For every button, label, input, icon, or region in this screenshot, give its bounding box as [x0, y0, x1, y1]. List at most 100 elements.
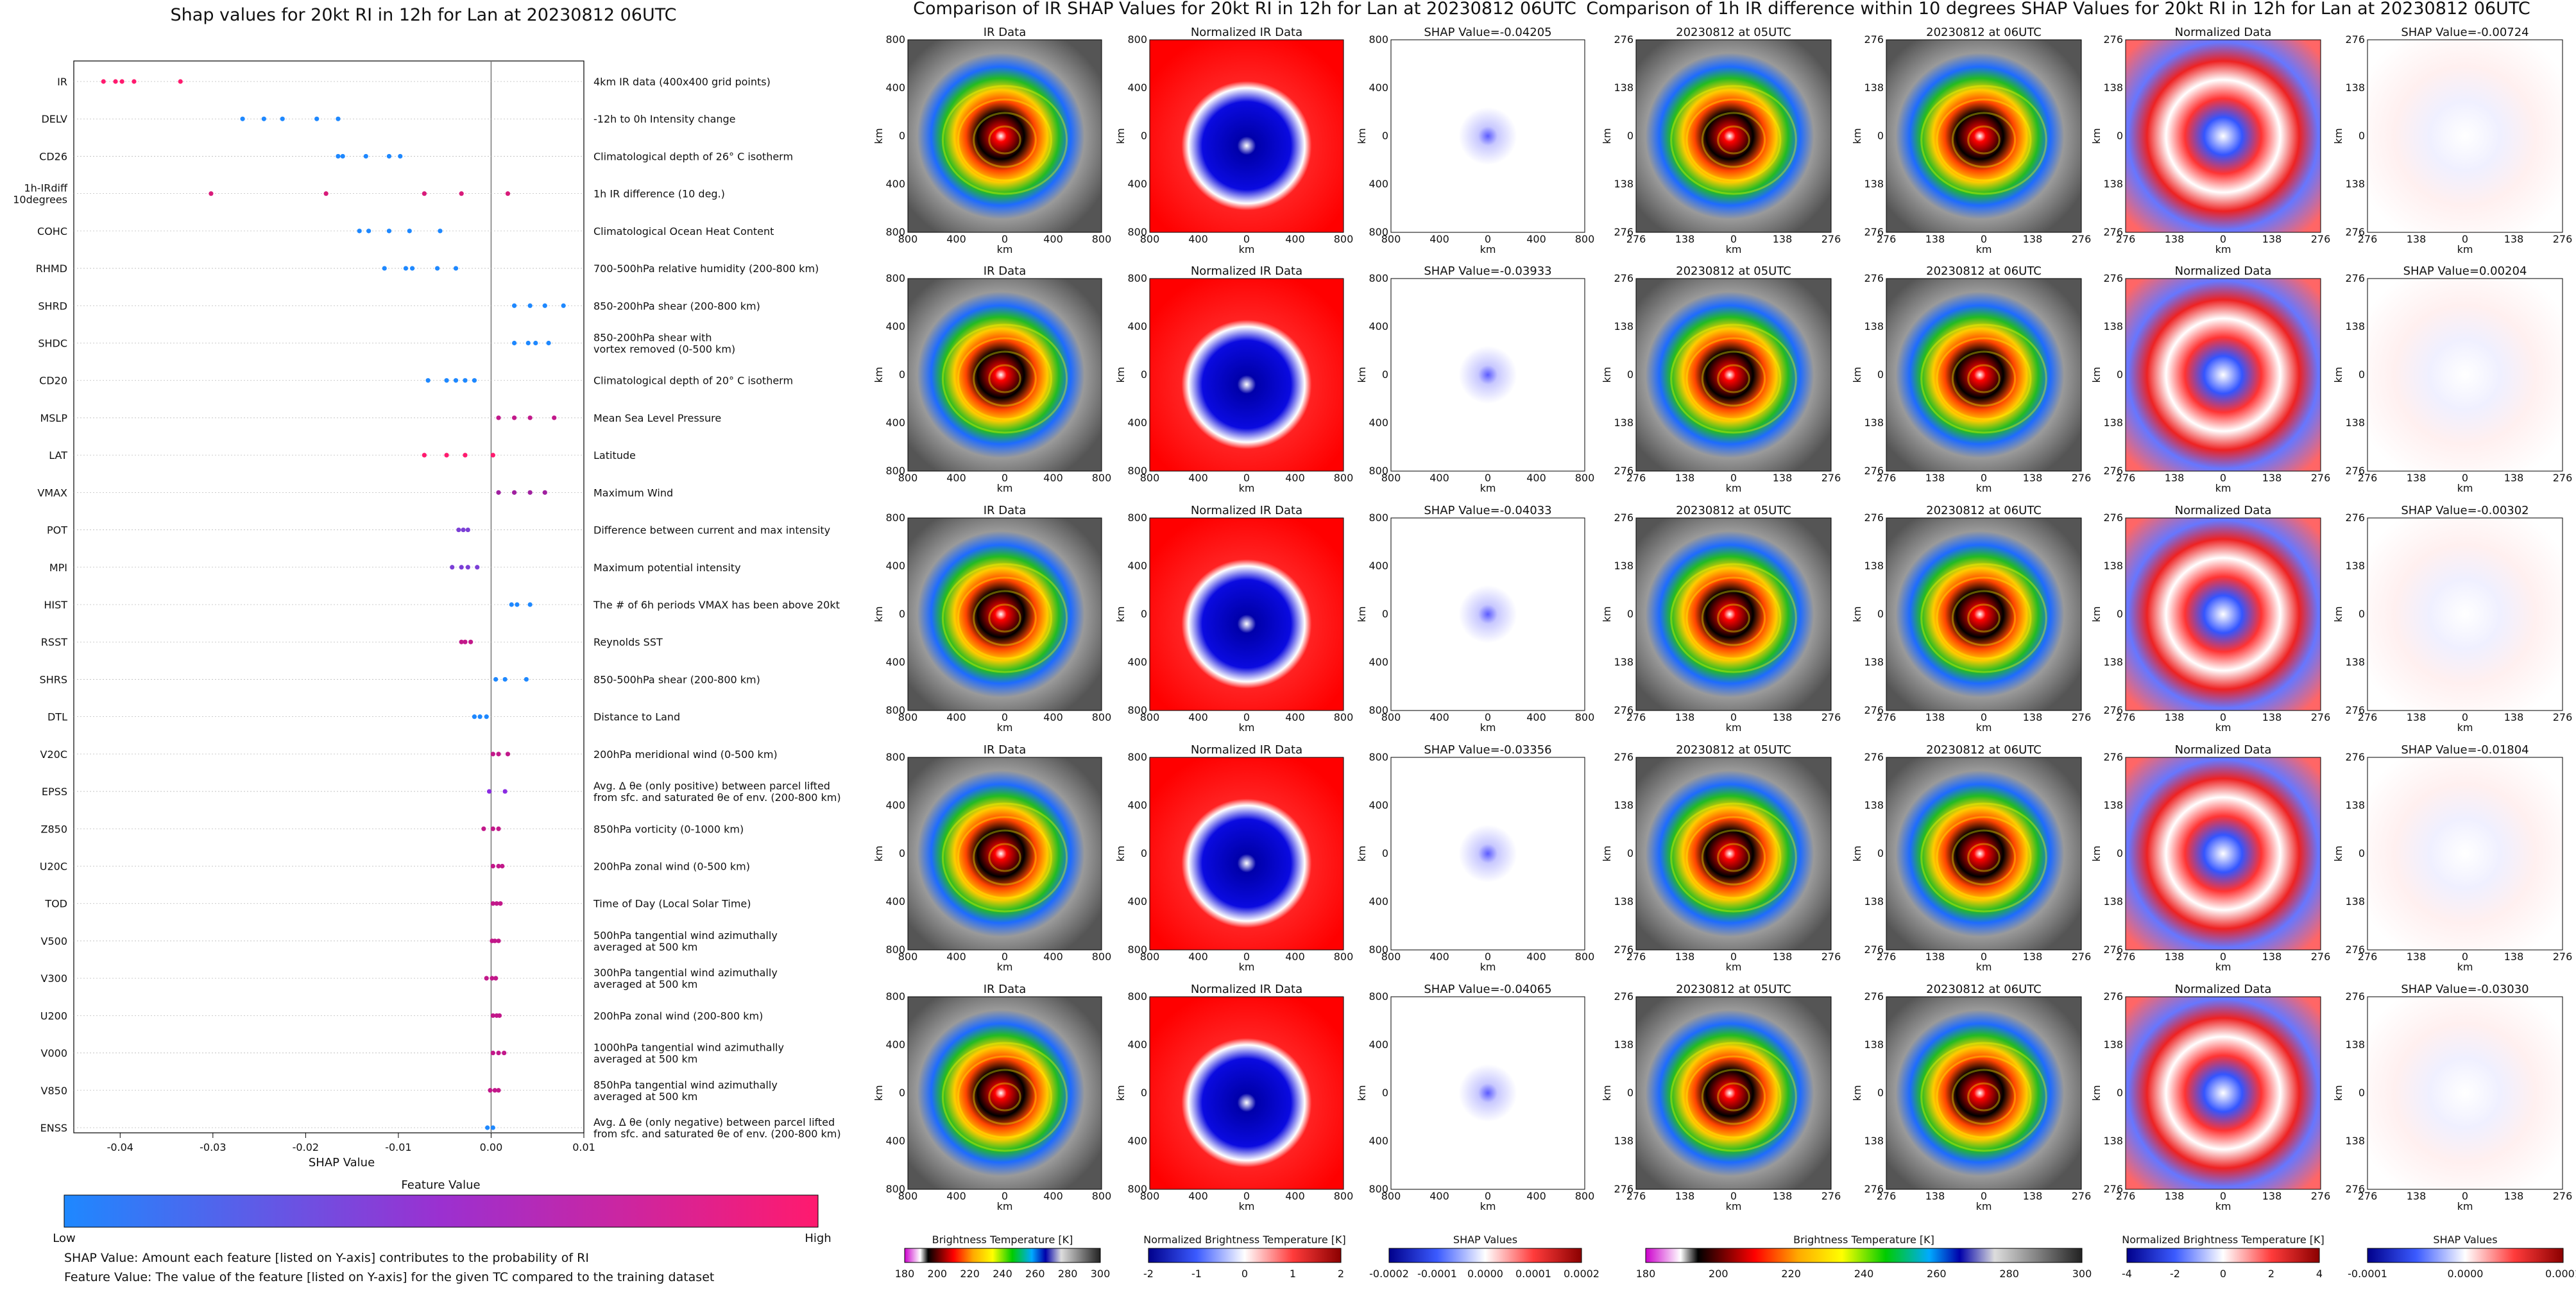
panel-y-tick: 400: [1127, 895, 1147, 908]
cloud-band: [1951, 590, 2017, 646]
panel-x-tick: 138: [1675, 233, 1695, 245]
panel-y-label: km: [1356, 367, 1368, 383]
panel-y-tick: 800: [885, 943, 905, 956]
panel-y-tick: 800: [885, 226, 905, 238]
panel-x-tick: 138: [1925, 1190, 1945, 1202]
panel-y-label: km: [1356, 607, 1368, 623]
panel-y-tick: 800: [1369, 1183, 1388, 1195]
panel-x-tick: 800: [1381, 951, 1401, 963]
panel-x-tick: 0: [1243, 951, 1250, 963]
panel-image: [1149, 996, 1344, 1190]
panel-y-label: km: [1601, 367, 1613, 383]
feature-colorbar-high: High: [805, 1232, 831, 1245]
panel-x-tick: 400: [946, 472, 966, 484]
panel-image: [2125, 39, 2321, 233]
panel-title: Normalized Data: [2175, 504, 2272, 517]
feature-description: 700-500hPa relative humidity (200-800 km…: [593, 263, 819, 275]
panel-x-tick: 400: [1043, 1190, 1063, 1202]
panel-x-tick: 0: [2462, 711, 2468, 723]
feature-description: 200hPa meridional wind (0-500 km): [593, 748, 778, 761]
cloud-band: [1717, 843, 1750, 872]
panel-y-tick: 400: [1369, 1038, 1388, 1051]
panel-x-tick: 276: [1877, 711, 1897, 723]
panel-x-tick: 276: [2358, 711, 2378, 723]
colorbar-tick: 300: [1091, 1268, 1111, 1280]
shap-point: [511, 415, 517, 420]
panel-title: IR Data: [984, 26, 1027, 39]
panel-y-tick: 800: [885, 33, 905, 46]
feature-label: SHRS: [40, 673, 67, 685]
colorbar-tick: -2: [1143, 1268, 1154, 1280]
feature-label: ENSS: [40, 1122, 67, 1134]
shap-point: [323, 191, 328, 196]
panel-x-tick: 276: [2072, 1190, 2092, 1202]
feature-label: IR: [57, 76, 67, 88]
panel-y-tick: 138: [2103, 178, 2123, 190]
panel-x-tick: 400: [1188, 472, 1208, 484]
cloud-band: [1920, 1042, 2047, 1152]
shap-point: [490, 826, 495, 831]
panel-x-tick: 138: [1675, 951, 1695, 963]
panel-image: [907, 278, 1102, 472]
colorbar-label: Brightness Temperature [K]: [1793, 1234, 1934, 1246]
shap-point: [490, 1050, 495, 1056]
colorbar-tick: 280: [1058, 1268, 1078, 1280]
cloud-band: [1685, 1055, 1782, 1139]
panel-x-tick: 138: [1925, 711, 1945, 723]
panel-y-tick: 276: [1864, 704, 1884, 716]
panel-y-tick: 138: [1614, 417, 1633, 429]
shap-point: [465, 527, 470, 533]
colorbar-bar: [1388, 1248, 1582, 1263]
colorbar-tick: 0.0001: [1515, 1268, 1551, 1280]
panel-x-tick: 400: [1043, 233, 1063, 245]
panel-y-label: km: [1601, 128, 1613, 144]
shap-point: [386, 228, 392, 234]
shap-point: [459, 639, 464, 644]
panel-y-tick: 0: [1877, 130, 1884, 142]
colorbar-tick: -2: [2170, 1268, 2180, 1280]
shap-point: [363, 153, 368, 159]
panel-y-tick: 276: [1864, 272, 1884, 284]
panel-y-tick: 276: [1614, 751, 1633, 763]
panel-x-tick: 138: [2407, 951, 2427, 963]
panel-x-label: km: [1239, 482, 1255, 494]
cloud-band: [957, 816, 1052, 899]
cloud-band: [1936, 1055, 2032, 1139]
shap-point: [505, 752, 511, 757]
panel-x-tick: 276: [2072, 472, 2092, 484]
panel-y-tick: 0: [2117, 1087, 2123, 1099]
panel-x-tick: 276: [1877, 951, 1897, 963]
feature-description: Distance to Land: [593, 711, 680, 723]
panel-x-tick: 800: [1381, 472, 1401, 484]
panel-title: 20230812 at 06UTC: [1926, 26, 2042, 39]
feature-label: DELV: [41, 113, 67, 125]
ir-shap-panel-grid: IR Data80080040040000400400800800kmkmNor…: [873, 26, 1594, 1212]
panel-y-tick: 400: [1369, 82, 1388, 94]
shap-point: [502, 1050, 507, 1056]
panel-x-tick: 276: [2311, 233, 2331, 245]
panel-image: [2367, 757, 2563, 951]
panel-title: 20230812 at 05UTC: [1676, 264, 1791, 278]
panel-x-tick: 0: [1981, 1190, 1987, 1202]
panel-x-label: km: [2215, 482, 2231, 494]
cloud-band: [1920, 563, 2047, 673]
panel-x-tick: 400: [1188, 711, 1208, 723]
panel-y-label: km: [2332, 846, 2344, 862]
panel-y-tick: 138: [2103, 560, 2123, 572]
shap-point: [490, 452, 495, 458]
panel-x-tick: 400: [1188, 1190, 1208, 1202]
panel-y-tick: 800: [1369, 512, 1388, 524]
panel-x-tick: 0: [1002, 472, 1008, 484]
panel-x-label: km: [2457, 1200, 2473, 1212]
cloud-band: [1717, 603, 1750, 633]
cloud-band: [973, 350, 1037, 407]
shap-point: [444, 452, 449, 458]
irdiff-shap-panel-grid: 20230812 at 05UTC27627613813800138138276…: [1601, 26, 2572, 1212]
feature-label: V20C: [40, 748, 67, 761]
panel-x-tick: 276: [1877, 472, 1897, 484]
panel-x-tick: 0: [1485, 472, 1491, 484]
panel-y-label: km: [1851, 846, 1863, 862]
panel-y-label: km: [2090, 367, 2103, 383]
cloud-band: [1967, 843, 2000, 872]
panel-x-tick: 0: [1243, 472, 1250, 484]
